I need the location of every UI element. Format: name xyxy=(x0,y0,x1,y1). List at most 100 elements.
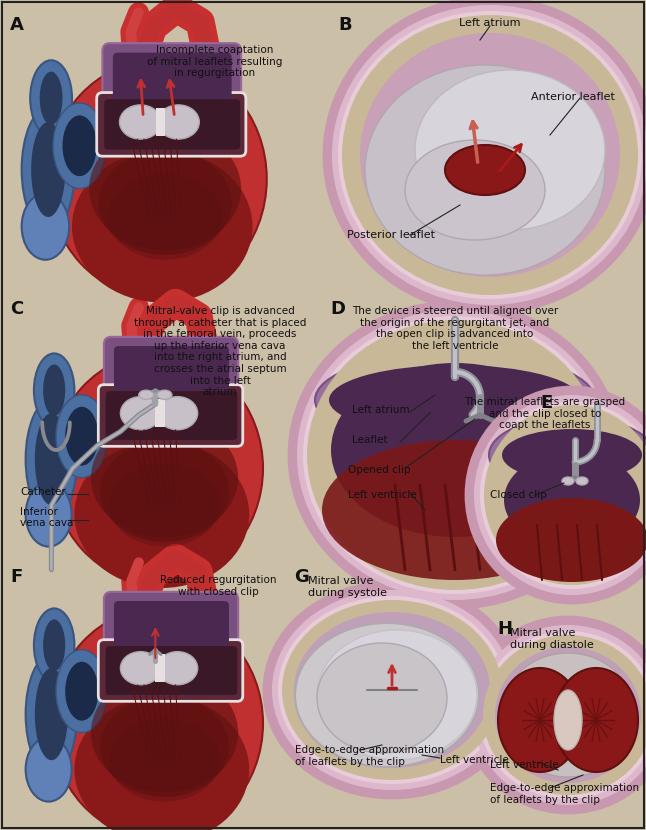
Ellipse shape xyxy=(52,608,263,830)
Ellipse shape xyxy=(120,652,161,685)
Ellipse shape xyxy=(120,397,161,430)
Ellipse shape xyxy=(22,193,69,260)
Ellipse shape xyxy=(473,625,646,805)
Ellipse shape xyxy=(100,441,229,542)
Ellipse shape xyxy=(30,61,72,136)
Ellipse shape xyxy=(484,405,646,585)
Ellipse shape xyxy=(338,11,642,299)
Ellipse shape xyxy=(307,320,603,590)
Ellipse shape xyxy=(554,690,582,750)
Text: Left ventricle: Left ventricle xyxy=(348,490,417,500)
Ellipse shape xyxy=(99,150,232,255)
Ellipse shape xyxy=(489,417,646,493)
Ellipse shape xyxy=(289,302,621,608)
Ellipse shape xyxy=(346,19,634,291)
Ellipse shape xyxy=(272,590,512,790)
Ellipse shape xyxy=(157,652,198,685)
FancyBboxPatch shape xyxy=(98,384,243,447)
Ellipse shape xyxy=(342,15,638,295)
Text: Leaflet: Leaflet xyxy=(352,435,388,445)
Text: Edge-to-edge approximation
of leaflets by the clip: Edge-to-edge approximation of leaflets b… xyxy=(295,745,444,767)
FancyBboxPatch shape xyxy=(106,646,237,695)
Text: Reduced regurgitation
with closed clip: Reduced regurgitation with closed clip xyxy=(160,575,276,597)
Ellipse shape xyxy=(466,387,646,603)
Text: Mitral valve
during diastole: Mitral valve during diastole xyxy=(510,628,594,650)
Text: A: A xyxy=(10,16,24,34)
Text: Closed clip: Closed clip xyxy=(490,490,547,500)
FancyBboxPatch shape xyxy=(97,93,246,156)
FancyBboxPatch shape xyxy=(98,640,243,701)
Ellipse shape xyxy=(324,0,646,313)
FancyBboxPatch shape xyxy=(113,52,232,100)
FancyBboxPatch shape xyxy=(114,346,229,392)
Ellipse shape xyxy=(303,316,607,594)
Ellipse shape xyxy=(100,696,229,797)
Text: G: G xyxy=(294,568,309,586)
Ellipse shape xyxy=(56,650,107,733)
Ellipse shape xyxy=(65,407,98,466)
Ellipse shape xyxy=(35,413,68,505)
Ellipse shape xyxy=(504,452,640,548)
Ellipse shape xyxy=(26,399,77,519)
Ellipse shape xyxy=(35,668,68,760)
Ellipse shape xyxy=(483,635,646,795)
Ellipse shape xyxy=(34,608,74,682)
Ellipse shape xyxy=(157,397,198,430)
Ellipse shape xyxy=(264,582,520,798)
Ellipse shape xyxy=(479,631,646,799)
Text: Mitral valve
during systole: Mitral valve during systole xyxy=(308,576,387,598)
Ellipse shape xyxy=(108,174,222,260)
Ellipse shape xyxy=(26,737,72,802)
Ellipse shape xyxy=(445,145,525,195)
Ellipse shape xyxy=(22,108,75,232)
FancyBboxPatch shape xyxy=(104,337,238,403)
Ellipse shape xyxy=(53,103,106,188)
Ellipse shape xyxy=(34,354,74,427)
Ellipse shape xyxy=(295,623,479,767)
Ellipse shape xyxy=(158,105,200,139)
Ellipse shape xyxy=(139,390,154,399)
Ellipse shape xyxy=(52,354,263,583)
Text: Left atrium: Left atrium xyxy=(459,18,521,28)
Ellipse shape xyxy=(315,352,595,448)
Polygon shape xyxy=(155,399,165,427)
Ellipse shape xyxy=(498,668,582,772)
Polygon shape xyxy=(156,108,165,136)
Ellipse shape xyxy=(63,115,97,176)
Text: Left ventricle: Left ventricle xyxy=(440,755,509,765)
Ellipse shape xyxy=(39,71,63,124)
Ellipse shape xyxy=(120,105,162,139)
Text: Anterior leaflet: Anterior leaflet xyxy=(531,92,615,102)
Ellipse shape xyxy=(297,310,613,600)
Ellipse shape xyxy=(74,441,249,588)
Ellipse shape xyxy=(91,417,238,537)
Text: E: E xyxy=(540,394,552,412)
Ellipse shape xyxy=(485,637,646,793)
Ellipse shape xyxy=(317,643,447,753)
Ellipse shape xyxy=(329,365,581,435)
Ellipse shape xyxy=(365,65,605,275)
Text: The mitral leaflets are grasped
and the clip closed to
coapt the leaflets: The mitral leaflets are grasped and the … xyxy=(464,397,625,430)
Ellipse shape xyxy=(278,596,506,784)
Ellipse shape xyxy=(554,668,638,772)
Ellipse shape xyxy=(43,619,65,671)
Ellipse shape xyxy=(474,395,646,595)
Ellipse shape xyxy=(331,363,579,537)
Text: The device is steered until aligned over
the origin of the regurgitant jet, and
: The device is steered until aligned over… xyxy=(352,306,558,351)
Ellipse shape xyxy=(157,390,172,399)
Ellipse shape xyxy=(415,70,605,230)
Ellipse shape xyxy=(502,429,642,481)
Ellipse shape xyxy=(74,696,249,830)
Ellipse shape xyxy=(360,33,620,277)
Text: B: B xyxy=(338,16,351,34)
Ellipse shape xyxy=(465,617,646,813)
Ellipse shape xyxy=(65,662,98,720)
Text: D: D xyxy=(330,300,345,318)
Ellipse shape xyxy=(496,498,646,582)
Ellipse shape xyxy=(26,482,72,547)
Text: Opened clip: Opened clip xyxy=(348,465,410,475)
Ellipse shape xyxy=(576,477,588,485)
Ellipse shape xyxy=(480,401,646,589)
Text: H: H xyxy=(497,620,512,638)
Text: F: F xyxy=(10,568,22,586)
